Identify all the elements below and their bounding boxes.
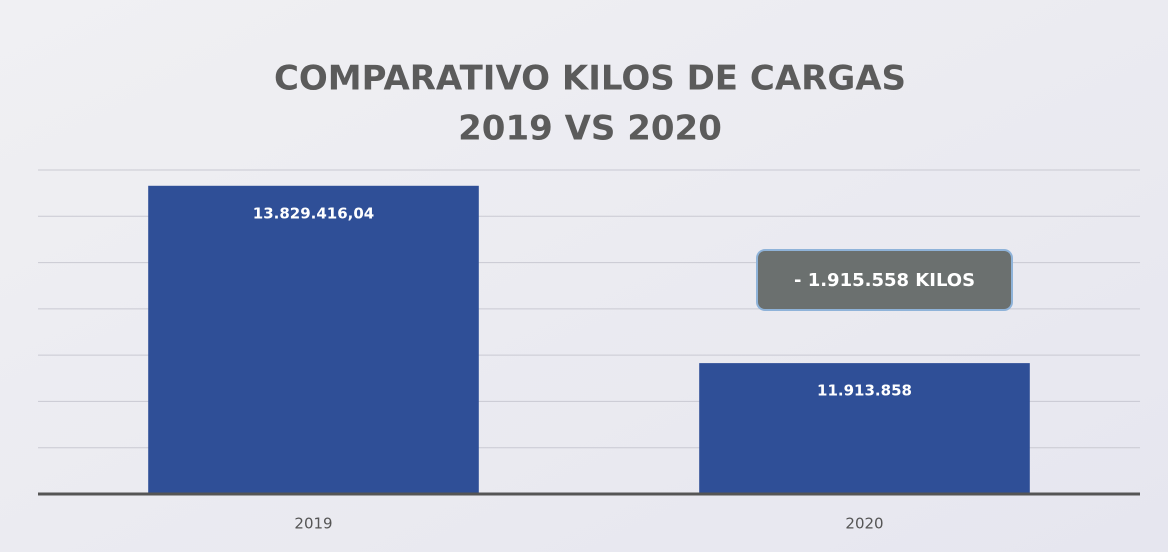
chart-subtitle: 2019 VS 2020 — [458, 109, 722, 149]
chart-title: COMPARATIVO KILOS DE CARGAS — [274, 59, 906, 99]
data-label: 13.829.416,04 — [253, 204, 374, 222]
x-tick-label: 2020 — [845, 515, 883, 533]
data-label: 11.913.858 — [817, 382, 912, 400]
annotation-box — [756, 249, 1013, 311]
x-tick-label: 2019 — [294, 515, 332, 533]
bar — [699, 363, 1030, 494]
bar — [148, 185, 479, 494]
annotation: - 1.915.558 KILOS — [794, 270, 975, 291]
